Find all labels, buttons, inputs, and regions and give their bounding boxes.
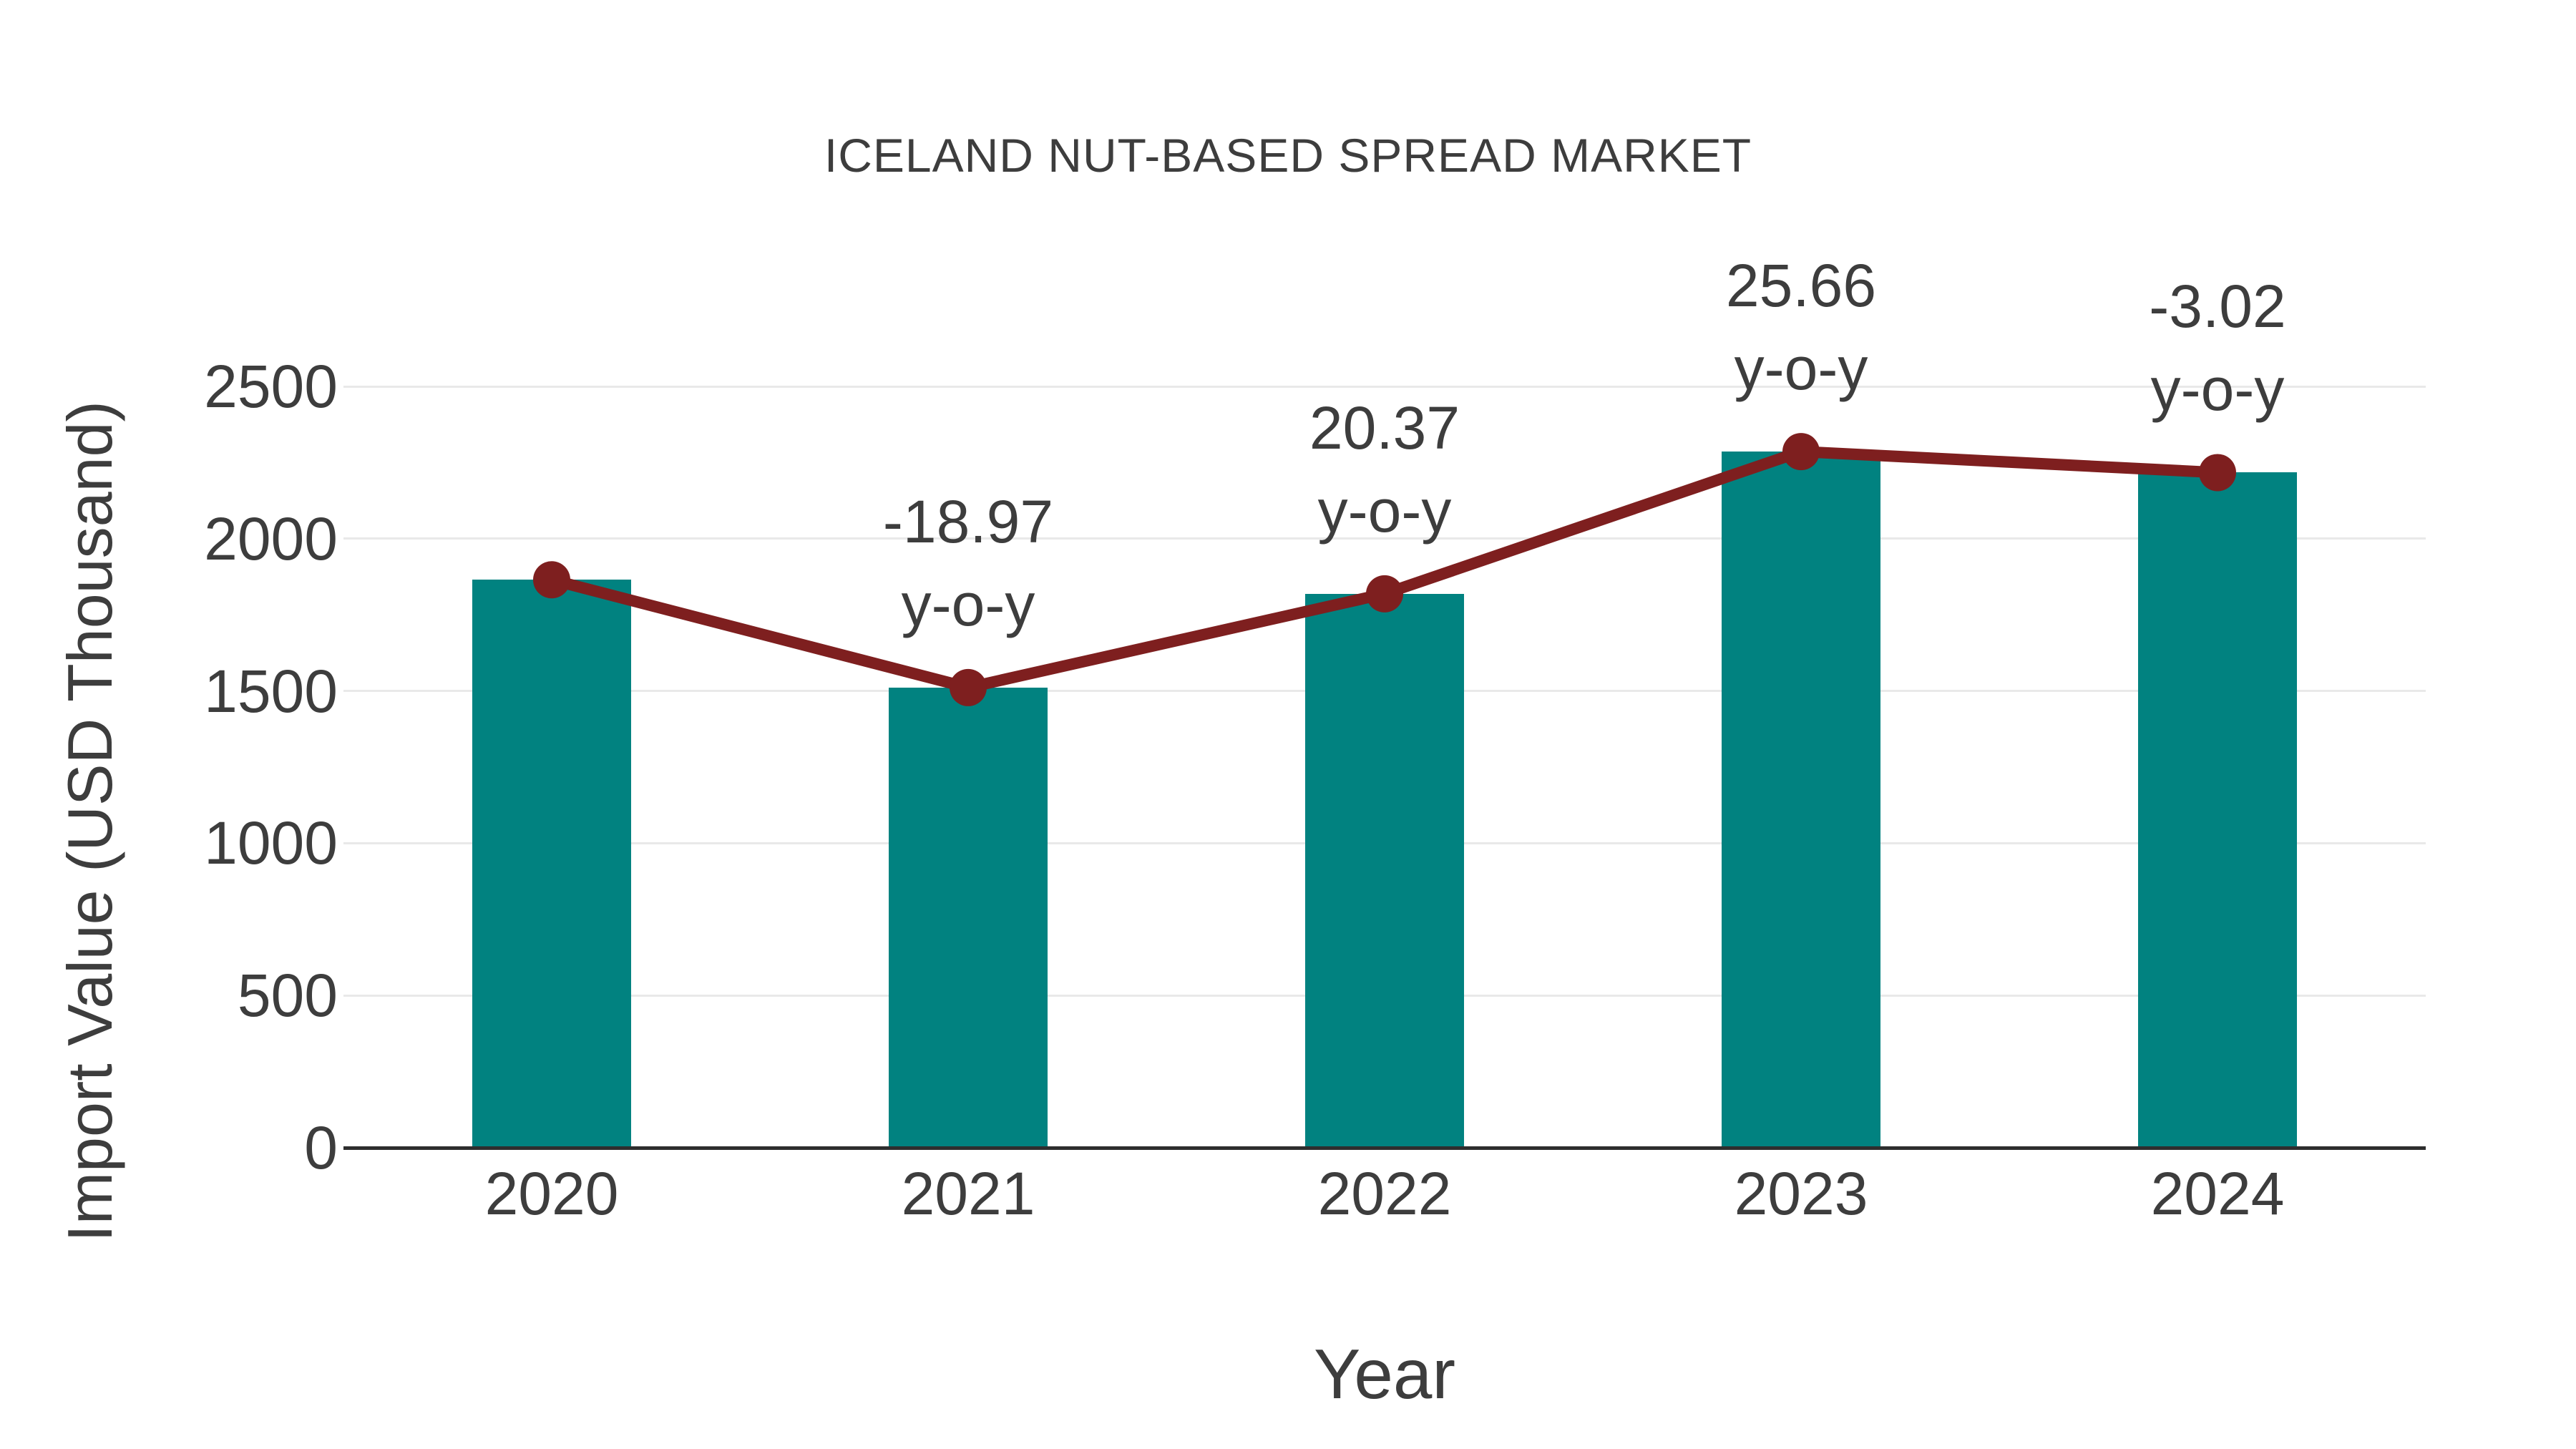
annotation-value: -3.02	[2149, 273, 2286, 341]
annotation-2022: 20.37 y-o-y	[1156, 386, 1614, 552]
x-tick-label-2022: 2022	[1317, 1160, 1452, 1227]
annotation-2023: 25.66 y-o-y	[1572, 244, 2030, 410]
annotation-unit: y-o-y	[1734, 335, 1868, 403]
annotation-unit: y-o-y	[1317, 477, 1452, 545]
x-tick-label-2021: 2021	[901, 1160, 1035, 1227]
y-tick-label-2000: 2000	[204, 504, 338, 572]
bar-2023	[1722, 452, 1880, 1148]
y-tick-label-1000: 1000	[204, 809, 338, 877]
y-tick-label-0: 0	[304, 1114, 338, 1181]
x-axis-title: Year	[1313, 1335, 1455, 1413]
y-tick-label-500: 500	[237, 962, 338, 1030]
annotation-value: -18.97	[882, 487, 1054, 555]
annotation-unit: y-o-y	[2150, 356, 2285, 424]
bar-2022	[1305, 593, 1464, 1148]
x-tick-label-2023: 2023	[1734, 1160, 1868, 1227]
bar-2020	[472, 580, 631, 1148]
gridline-2500	[343, 385, 2426, 388]
chart-title: ICELAND NUT-BASED SPREAD MARKET	[824, 129, 1752, 182]
annotation-unit: y-o-y	[901, 570, 1035, 638]
bar-2024	[2138, 472, 2297, 1148]
x-axis-line	[343, 1146, 2426, 1150]
annotation-value: 20.37	[1309, 394, 1460, 462]
bar-2021	[889, 687, 1048, 1148]
x-tick-label-2024: 2024	[2150, 1160, 2285, 1227]
annotation-2021: -18.97 y-o-y	[739, 480, 1197, 646]
y-tick-label-1500: 1500	[204, 657, 338, 725]
y-tick-label-2500: 2500	[204, 353, 338, 420]
annotation-value: 25.66	[1725, 252, 1877, 320]
annotation-2024: -3.02 y-o-y	[1989, 265, 2446, 431]
x-tick-label-2020: 2020	[484, 1160, 619, 1227]
